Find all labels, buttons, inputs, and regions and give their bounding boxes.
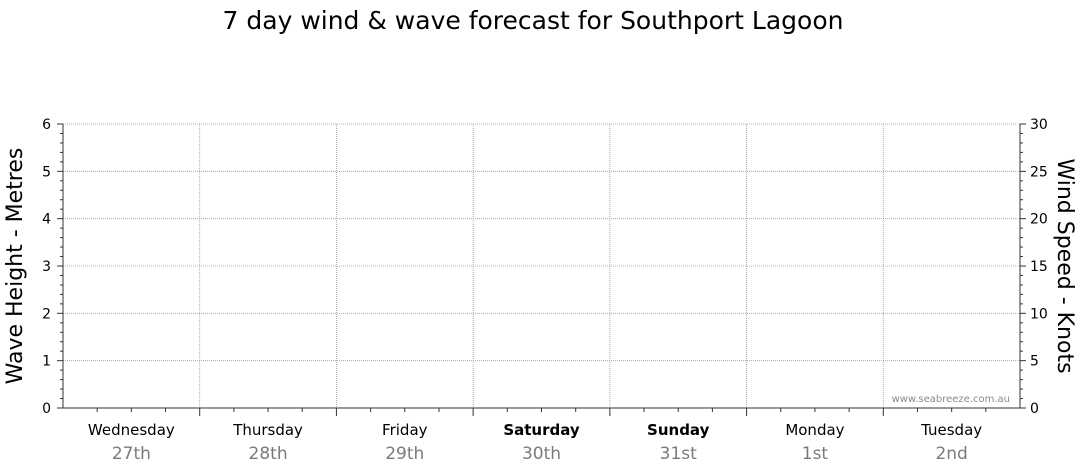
y-axis-left-label: Wave Height - Metres (3, 148, 28, 385)
x-date-label: 28th (249, 444, 288, 464)
y-tick-label-right: 15 (1030, 259, 1048, 275)
y-tick-label-left: 5 (42, 164, 51, 180)
x-date-label: 2nd (935, 444, 967, 464)
x-date-label: 30th (522, 444, 561, 464)
y-axis-left-ticks: 0 1 2 3 4 5 6 (42, 117, 63, 417)
x-axis-day-labels: Wednesday 27th Thursday 28th Friday 29th Satur… (88, 421, 982, 464)
x-date-label: 29th (385, 444, 424, 464)
x-date-label: 27th (112, 444, 151, 464)
y-tick-label-right: 5 (1030, 354, 1039, 370)
y-tick-label-right: 10 (1030, 306, 1048, 322)
x-day-label: Thursday (232, 421, 303, 439)
watermark: www.seabreeze.com.au (892, 394, 1010, 405)
y-tick-label-left: 4 (42, 212, 51, 228)
x-day-label: Friday (382, 421, 428, 439)
y-tick-label-right: 25 (1030, 164, 1048, 180)
y-tick-label-left: 1 (42, 354, 51, 370)
x-date-label: 1st (802, 444, 829, 464)
y-axis-right-ticks: 0 5 10 15 20 25 30 (1020, 117, 1048, 417)
x-date-label: 31st (660, 444, 697, 464)
x-day-label: Sunday (647, 421, 710, 439)
y-tick-label-right: 20 (1030, 212, 1048, 228)
x-day-label: Saturday (503, 421, 580, 439)
y-tick-label-left: 3 (42, 259, 51, 275)
x-day-label: Monday (785, 421, 844, 439)
grid-lines (63, 123, 1020, 408)
chart-title: 7 day wind & wave forecast for Southport… (223, 6, 844, 35)
y-axis-right-label: Wind Speed - Knots (1052, 158, 1077, 373)
y-tick-label-left: 0 (42, 401, 51, 417)
y-tick-label-left: 2 (42, 306, 51, 322)
x-day-label: Tuesday (920, 421, 982, 439)
x-day-label: Wednesday (88, 421, 175, 439)
y-tick-label-right: 30 (1030, 117, 1048, 133)
axes (62, 124, 1021, 416)
y-tick-label-right: 0 (1030, 401, 1039, 417)
y-tick-label-left: 6 (42, 117, 51, 133)
